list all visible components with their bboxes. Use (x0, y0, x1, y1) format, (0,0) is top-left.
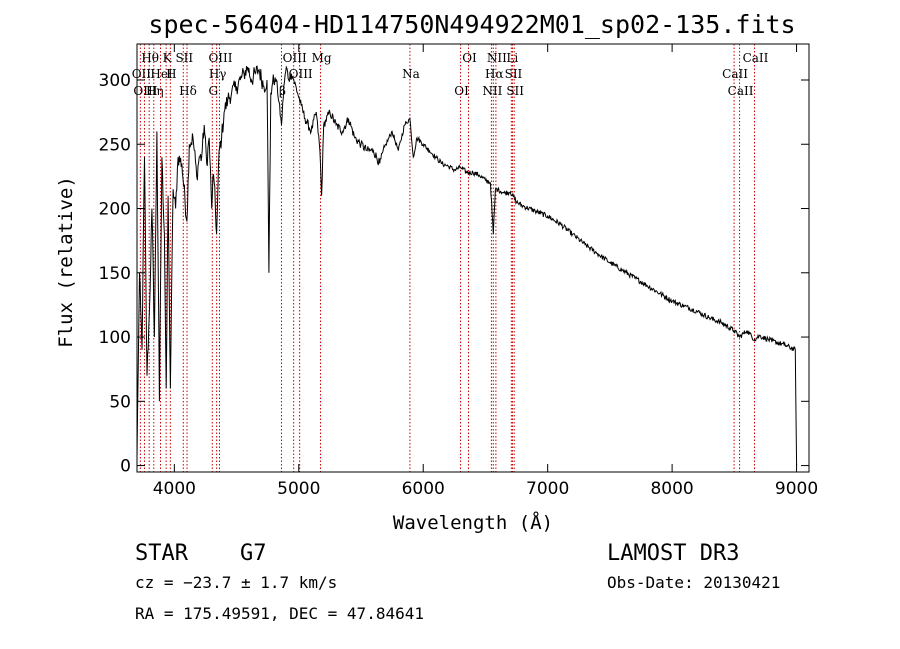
spectral-line-label: G (208, 84, 218, 98)
y-tick-label: 100 (99, 328, 131, 348)
spectral-line-label: Na (402, 67, 420, 81)
y-axis-label: Flux (relative) (55, 176, 77, 348)
x-tick-label: 9000 (775, 479, 818, 499)
spectral-line-labels: HθOIIOIIIKHeIHηSIIHHδOIIIHγGOIIIOIIIβMgN… (132, 51, 769, 98)
y-tick-label: 0 (120, 457, 131, 477)
x-axis-ticks: 4000 5000 6000 7000 8000 9000 (153, 44, 818, 499)
y-tick-label: 300 (99, 71, 131, 91)
obs-date-text: Obs-Date: 20130421 (607, 573, 780, 592)
spectral-line-label: Hα (485, 67, 504, 81)
spectral-line-label: HeI (150, 67, 173, 81)
spectral-line-label: OII (132, 67, 152, 81)
spectral-line-label: CaII (722, 67, 748, 81)
redshift-text: cz = −23.7 ± 1.7 km/s (135, 573, 337, 592)
spectral-line-label: SII (175, 51, 193, 65)
object-type: STAR (135, 541, 189, 566)
x-tick-label: 5000 (277, 479, 320, 499)
y-tick-label: 150 (99, 264, 131, 284)
spectral-line-label: OIII (133, 84, 157, 98)
spectral-line-label: OIII (289, 67, 313, 81)
plot-frame (136, 43, 810, 473)
x-tick-label: 7000 (526, 479, 569, 499)
x-tick-label: 8000 (650, 479, 693, 499)
spectral-line-label: SII (506, 84, 524, 98)
object-subclass: G7 (240, 541, 267, 566)
spectral-line-label: OI (462, 51, 477, 65)
survey-name: LAMOST DR3 (607, 541, 739, 566)
spectral-line-label: OIII (208, 51, 232, 65)
coordinates-text: RA = 175.49591, DEC = 47.84641 (135, 604, 424, 623)
x-axis-label: Wavelength (Å) (393, 511, 553, 534)
spectral-line-label: Mg (312, 51, 332, 65)
spectral-line-label: Hθ (141, 51, 159, 65)
spectral-line-label: Hδ (179, 84, 197, 98)
spectral-lines-layer (139, 44, 755, 472)
x-tick-label: 4000 (153, 479, 196, 499)
spectral-line-label: Li (506, 51, 518, 65)
spectral-line-label: K (163, 51, 173, 65)
spectral-line-label: Hη (146, 84, 164, 98)
x-tick-label: 6000 (402, 479, 445, 499)
spectral-line-label: OIII (283, 51, 307, 65)
spectral-line-label: CaII (728, 84, 754, 98)
y-tick-label: 250 (99, 135, 131, 155)
y-axis-ticks: 0 50 100 150 200 250 300 (99, 71, 809, 477)
spectral-line-label: Hγ (209, 67, 227, 81)
spectral-line-label: CaII (743, 51, 769, 65)
spectral-line-label: NII (487, 51, 507, 65)
spectral-line-label: H (166, 67, 176, 81)
chart-title: spec-56404-HD114750N494922M01_sp02-135.f… (148, 10, 795, 39)
spectral-line-label: β (279, 84, 286, 98)
spectral-line-label: SII (505, 67, 523, 81)
spectral-line-label: NII (482, 84, 502, 98)
flux-series-line (136, 65, 798, 466)
spectral-line-label: OI (454, 84, 469, 98)
y-tick-label: 200 (99, 200, 131, 220)
y-tick-label: 50 (109, 392, 131, 412)
